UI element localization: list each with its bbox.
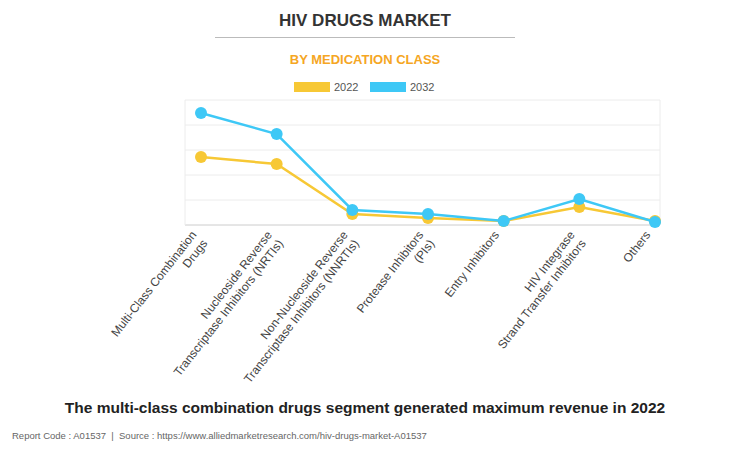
x-tick-label: Others [620,228,653,265]
x-tick-label-line: Non-Nucleoside Reverse [258,228,351,342]
source: Report Code : A01537 | Source : https://… [12,430,427,441]
series-point [422,208,434,220]
subtitle: BY MEDICATION CLASS [290,52,441,67]
x-tick-label-line: Entry Inhibitors [442,228,502,300]
series-point [573,193,585,205]
chart: HIV DRUGS MARKET BY MEDICATION CLASS 2022 2… [0,0,730,453]
series-point [195,107,207,119]
series-line [201,157,655,221]
x-tick-label-line: Multi-Class Combination [108,228,199,339]
series-point [271,128,283,140]
series-point [498,215,510,227]
legend-item: 2032 [370,81,434,93]
grid-line [185,125,660,126]
legend-item: 2022 [294,81,358,93]
series-point [271,158,283,170]
series-point [498,215,510,227]
legend-swatch [294,82,330,92]
series-point [649,216,661,228]
x-tick-label-line: Others [620,228,653,265]
x-tick-label: Entry Inhibitors [442,228,502,300]
x-tick-label-line: (PIs) [411,237,438,266]
series-line [201,113,655,222]
grid-line [185,175,660,176]
series [195,107,661,228]
background [0,0,730,453]
title-rule [215,37,515,38]
series-point [195,151,207,163]
x-tick-label-line: Transcriptase Inhibitors (NNRTIs) [241,237,362,386]
legend-swatch [370,82,406,92]
axis-line [660,100,661,225]
axis-line [185,100,186,225]
x-tick-label-line: Strand Transfer Inhibitors [495,237,589,352]
plot-area [195,107,661,228]
grid [185,100,660,225]
grid-line [185,100,660,101]
x-tick-label-line: Protease Inhibitors [354,228,427,315]
title: HIV DRUGS MARKET [279,11,452,30]
x-tick-labels: Multi-Class CombinationDrugsNucleoside R… [108,228,653,386]
series-point [346,204,358,216]
x-tick-label-line: Drugs [180,237,211,271]
grid-line [185,150,660,151]
grid-line [185,225,660,226]
caption: The multi-class combination drugs segmen… [65,399,665,416]
legend-label: 2022 [334,81,358,93]
series [195,151,661,227]
series-point [649,215,661,227]
grid-line [185,200,660,201]
x-tick-label: HIV IntegraseStrand Transfer Inhibitors [484,228,589,352]
x-tick-label: Protease Inhibitors(PIs) [354,228,438,324]
x-tick-label: Multi-Class CombinationDrugs [108,228,210,348]
x-tick-label: Non-Nucleoside ReverseTranscriptase Inhi… [230,228,362,386]
legend-label: 2032 [410,81,434,93]
